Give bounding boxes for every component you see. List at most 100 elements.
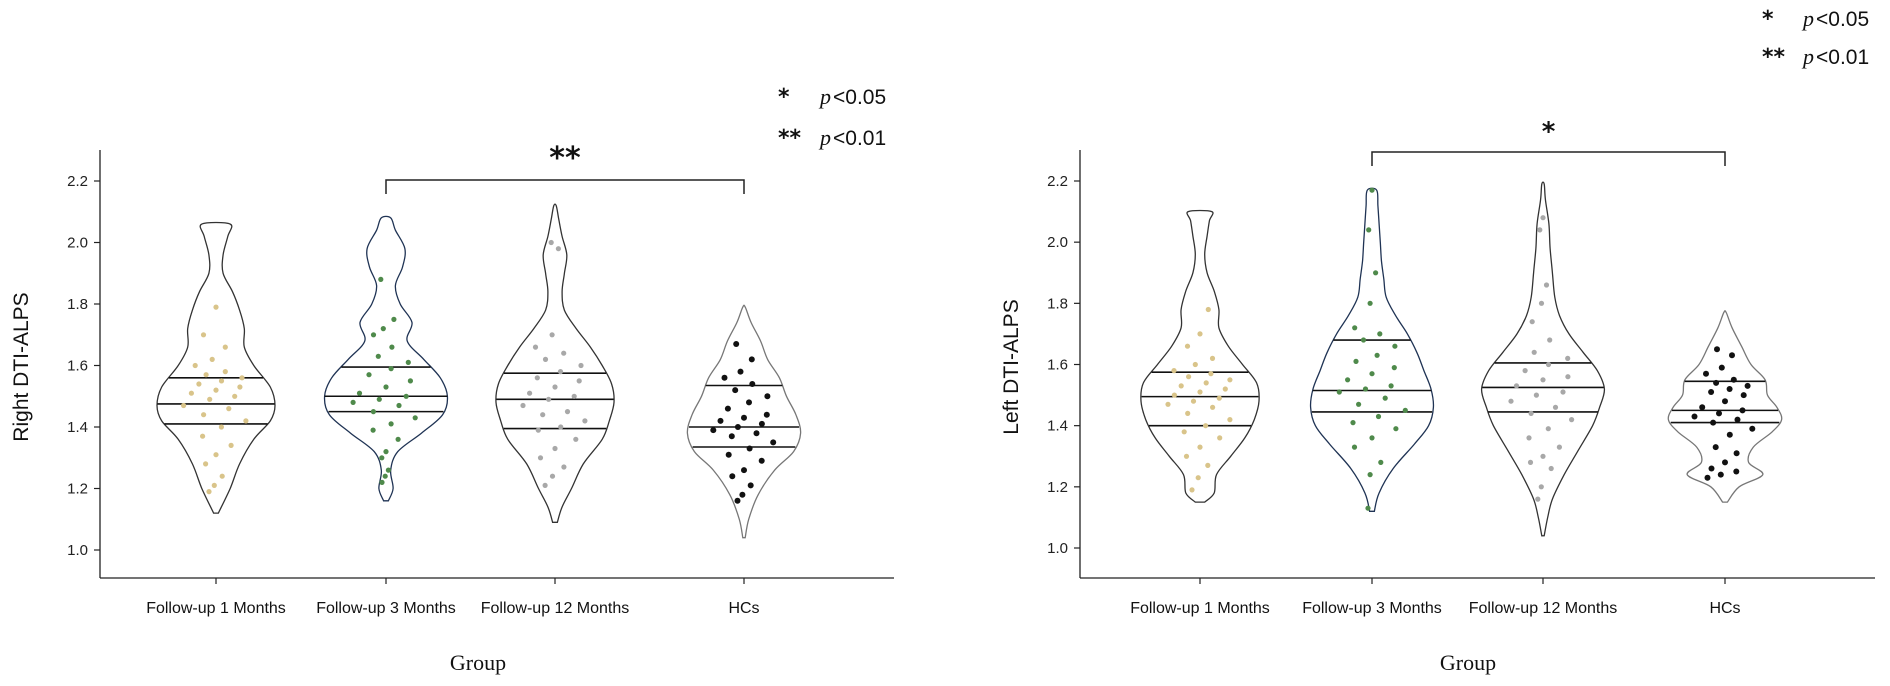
data-point: [1185, 410, 1191, 416]
data-point: [1203, 423, 1209, 429]
data-point: [1392, 343, 1398, 349]
data-point: [1366, 227, 1372, 233]
data-point: [213, 387, 219, 393]
data-point: [407, 378, 413, 384]
legend-p-double: p: [818, 125, 831, 150]
data-point: [1353, 358, 1359, 364]
data-point: [200, 332, 207, 338]
y-tick-label: 2.0: [1047, 234, 1068, 251]
x-tick-label: Follow-up 12 Months: [1469, 600, 1618, 617]
violin-hcs: [1667, 309, 1783, 503]
data-point: [1351, 444, 1358, 450]
legend-star-double: **: [1762, 45, 1786, 70]
data-point: [537, 455, 544, 461]
data-point: [378, 276, 384, 282]
legend-star-single: *: [778, 85, 790, 110]
data-point: [741, 414, 747, 421]
x-tick-label: HCs: [728, 600, 759, 617]
data-point: [370, 427, 376, 433]
data-point: [222, 344, 228, 350]
data-point: [382, 473, 388, 479]
data-point: [546, 396, 552, 402]
data-point: [1708, 465, 1715, 472]
data-point: [1356, 401, 1362, 407]
data-point: [366, 372, 372, 378]
data-point: [1528, 410, 1534, 416]
data-point: [1165, 401, 1171, 407]
data-point: [1369, 187, 1375, 193]
data-point: [527, 390, 533, 396]
data-point: [1222, 386, 1228, 392]
data-point: [1733, 468, 1740, 475]
data-point: [1739, 407, 1746, 414]
y-tick-label: 1.2: [67, 481, 88, 498]
y-tick-label: 2.2: [67, 173, 88, 190]
data-point: [188, 390, 194, 396]
data-point: [385, 467, 391, 473]
y-tick-label: 1.4: [1047, 418, 1068, 435]
data-point: [1378, 459, 1384, 465]
legend-star-single: *: [1762, 7, 1774, 32]
data-point: [379, 479, 385, 485]
data-point: [1203, 380, 1209, 386]
data-point: [758, 457, 765, 464]
data-point: [1540, 215, 1546, 221]
data-point: [206, 489, 212, 495]
data-point: [1388, 383, 1394, 389]
violin-outline: [1480, 181, 1606, 537]
violin-outline: [495, 203, 615, 523]
data-point: [747, 482, 754, 489]
data-point: [1710, 419, 1717, 426]
data-point: [1533, 392, 1539, 398]
x-tick-label: Follow-up 1 Months: [146, 600, 286, 617]
significance-label: *: [1542, 117, 1556, 147]
legend-threshold-single: <0.05: [833, 86, 886, 109]
data-point: [1560, 389, 1566, 395]
data-point: [1369, 371, 1375, 377]
data-point: [1345, 377, 1351, 383]
data-point: [1369, 435, 1375, 441]
data-point: [1565, 355, 1571, 361]
data-point: [1216, 395, 1222, 401]
data-point: [1722, 459, 1728, 466]
data-point: [746, 445, 753, 452]
violin-outline: [1667, 309, 1783, 503]
x-axis-label: Group: [450, 650, 506, 675]
data-point: [389, 344, 395, 350]
data-point: [201, 412, 207, 418]
data-point: [1733, 450, 1740, 457]
data-point: [1205, 306, 1211, 313]
data-point: [228, 442, 234, 448]
data-point: [748, 356, 755, 363]
data-point: [1527, 459, 1534, 465]
y-tick-label: 2.0: [67, 235, 88, 252]
data-point: [1186, 374, 1192, 380]
data-point: [243, 418, 249, 424]
y-tick-label: 1.6: [67, 358, 88, 375]
data-point: [1352, 325, 1358, 331]
violin-plot-left-dti-alps: Left DTI-ALPS Group 1.0 1.2 1.4 1.6 1.8 2.0 2.…: [1000, 117, 1875, 675]
data-point: [734, 424, 741, 430]
data-point: [1190, 398, 1197, 404]
data-point: [1744, 382, 1751, 389]
data-point: [1703, 370, 1709, 377]
legend-threshold-single: <0.05: [1816, 8, 1869, 31]
data-point: [734, 497, 741, 504]
data-point: [749, 381, 756, 387]
data-point: [219, 473, 225, 479]
data-point: [578, 362, 584, 369]
data-point: [203, 372, 209, 378]
data-point: [1365, 505, 1371, 511]
data-point: [370, 409, 376, 415]
data-point: [1691, 413, 1698, 420]
data-point: [1545, 426, 1551, 432]
violin-outline: [1309, 187, 1435, 512]
data-point: [192, 362, 198, 369]
x-tick-label: Follow-up 1 Months: [1130, 600, 1270, 617]
data-point: [200, 433, 206, 439]
y-tick-label: 1.2: [1047, 479, 1068, 496]
data-point: [396, 402, 402, 409]
data-point: [1538, 484, 1544, 490]
data-point: [552, 384, 558, 390]
